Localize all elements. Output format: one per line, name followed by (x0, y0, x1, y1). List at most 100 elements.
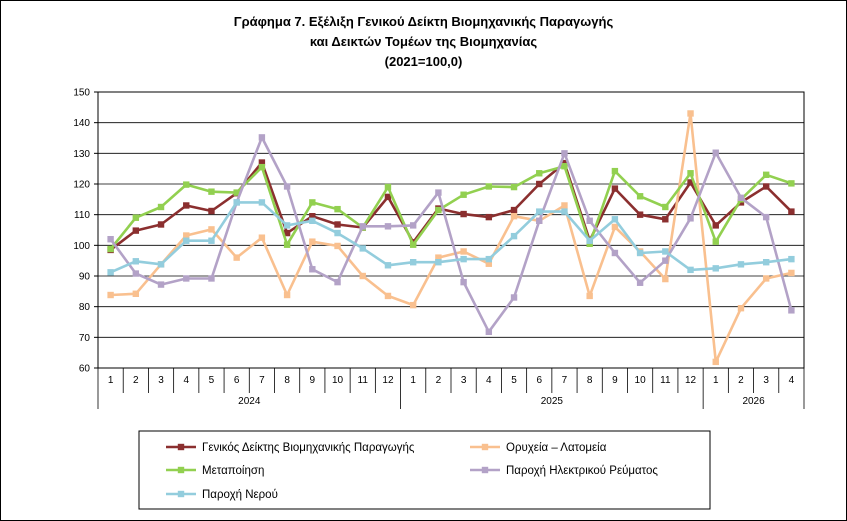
data-point (636, 211, 644, 218)
data-point (258, 163, 266, 171)
data-point (536, 180, 543, 188)
x-month-label: 11 (660, 375, 671, 386)
data-point (359, 272, 366, 280)
data-point (334, 229, 341, 237)
data-point (762, 183, 770, 190)
data-point (788, 255, 795, 263)
x-month-label: 11 (358, 375, 369, 386)
data-point (586, 292, 593, 300)
data-point (586, 237, 593, 244)
legend-label: Μεταποίηση (202, 465, 264, 477)
data-point (283, 183, 291, 190)
x-month-label: 10 (635, 375, 647, 386)
data-point (687, 266, 694, 274)
data-point (309, 217, 316, 224)
legend-label: Γενικός Δείκτης Βιομηχανικής Παραγωγής (202, 442, 415, 454)
legend-label: Ορυχεία – Λατομεία (506, 442, 607, 454)
data-point (157, 203, 165, 211)
x-year-label: 2024 (238, 396, 261, 407)
data-point (334, 242, 341, 250)
data-point (712, 149, 719, 156)
data-point (687, 215, 694, 222)
data-point (561, 163, 568, 170)
data-point (107, 291, 114, 299)
data-point (208, 188, 215, 195)
data-point (460, 278, 467, 286)
data-point (510, 183, 518, 191)
data-point (384, 183, 392, 191)
data-point (611, 167, 619, 175)
data-point (132, 227, 140, 234)
data-point (384, 292, 392, 300)
y-tick-label: 110 (74, 210, 90, 221)
x-month-label: 4 (183, 375, 189, 386)
data-point (712, 265, 719, 272)
x-month-label: 6 (536, 375, 542, 386)
data-point (536, 208, 543, 215)
data-point (636, 279, 644, 286)
data-point (208, 226, 215, 233)
data-point (435, 254, 442, 261)
data-point (536, 170, 543, 177)
data-point (712, 222, 719, 229)
legend-item: Παροχή Ηλεκτρικού Ρεύματος (470, 465, 658, 477)
data-point (712, 238, 719, 245)
x-month-label: 5 (209, 375, 215, 386)
x-month-label: 4 (789, 375, 795, 386)
data-point (309, 266, 316, 273)
series-line (109, 136, 793, 334)
series-line (110, 201, 792, 274)
y-tick-label: 150 (73, 88, 90, 99)
x-month-label: 2 (133, 375, 139, 386)
data-point (460, 248, 467, 255)
legend-label: Παροχή Ηλεκτρικού Ρεύματος (506, 465, 658, 477)
data-point (510, 232, 518, 240)
data-point (485, 255, 493, 263)
data-point (258, 159, 266, 166)
x-month-label: 5 (511, 375, 517, 386)
data-point (510, 294, 518, 301)
x-month-label: 1 (108, 375, 114, 386)
y-tick-label: 60 (79, 364, 91, 375)
series-line (109, 164, 792, 250)
data-point (687, 179, 694, 186)
y-tick-label: 100 (73, 241, 90, 252)
y-tick-label: 130 (73, 149, 90, 160)
data-point (132, 290, 140, 297)
legend-box (138, 430, 711, 510)
data-point (762, 213, 770, 221)
data-point (107, 236, 114, 243)
data-point (662, 257, 669, 264)
y-tick-label: 120 (73, 180, 90, 191)
data-point (737, 261, 745, 268)
data-point (334, 205, 341, 213)
data-point (409, 301, 417, 309)
data-point (510, 213, 518, 220)
x-month-label: 9 (612, 375, 618, 386)
data-point (233, 189, 240, 196)
data-point (536, 217, 543, 224)
data-point (183, 275, 190, 282)
legend-item: Μεταποίηση (166, 465, 264, 477)
data-point (258, 134, 266, 141)
data-point (611, 185, 619, 192)
data-point (183, 202, 190, 209)
data-point (384, 193, 392, 201)
data-point (409, 222, 417, 229)
data-point (435, 206, 442, 214)
data-point (485, 328, 493, 336)
data-point (712, 358, 719, 366)
data-point (283, 291, 291, 299)
data-point (485, 260, 493, 267)
data-point (762, 275, 770, 282)
data-point (435, 189, 442, 196)
data-point (309, 213, 316, 220)
data-point (183, 181, 190, 188)
data-point (611, 216, 619, 223)
data-point (283, 241, 291, 248)
legend-label: Παροχή Νερού (202, 489, 278, 501)
legend-item: Παροχή Νερού (166, 489, 278, 501)
data-point (788, 269, 795, 277)
data-point (283, 222, 291, 229)
x-month-label: 2 (436, 375, 442, 386)
